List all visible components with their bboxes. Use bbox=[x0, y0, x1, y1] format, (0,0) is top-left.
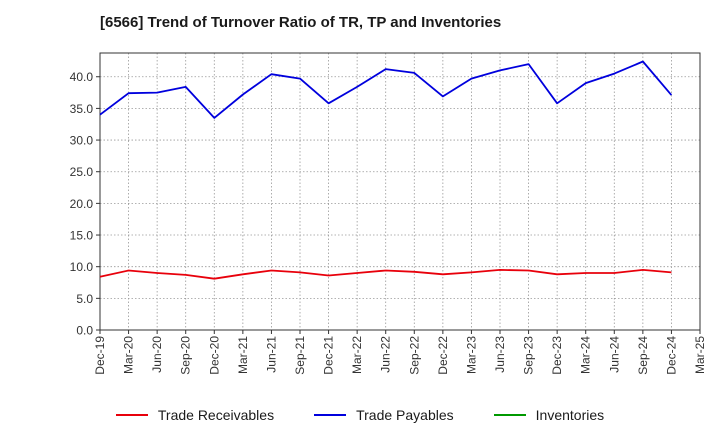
legend-item-trade-receivables: Trade Receivables bbox=[115, 407, 275, 423]
series-line-trade-payables bbox=[99, 60, 673, 119]
x-tick-label: Dec-24 bbox=[664, 336, 678, 375]
y-tick-label: 5.0 bbox=[76, 292, 93, 306]
legend-swatch-trade-payables bbox=[314, 414, 347, 416]
y-tick-label: 20.0 bbox=[70, 197, 94, 211]
y-tick-label: 30.0 bbox=[70, 134, 94, 148]
x-tick-label: Dec-22 bbox=[436, 336, 450, 375]
x-tick-label: Sep-21 bbox=[293, 336, 307, 375]
legend-label-inventories: Inventories bbox=[535, 407, 605, 423]
y-tick-label: 35.0 bbox=[70, 102, 94, 116]
x-tick-label: Jun-23 bbox=[493, 336, 507, 373]
x-tick-label: Sep-20 bbox=[179, 336, 193, 375]
x-tick-label: Jun-21 bbox=[264, 336, 278, 373]
legend-swatch-trade-receivables bbox=[115, 414, 148, 416]
x-tick-label: Jun-22 bbox=[379, 336, 393, 373]
x-tick-label: Mar-23 bbox=[464, 336, 478, 374]
series-layer bbox=[99, 60, 673, 280]
x-tick-label: Sep-24 bbox=[636, 336, 650, 375]
x-tick-label: Dec-20 bbox=[207, 336, 221, 375]
legend-item-trade-payables: Trade Payables bbox=[314, 407, 454, 423]
series-line-trade-receivables bbox=[99, 268, 672, 280]
x-tick-label: Sep-23 bbox=[522, 336, 536, 375]
y-tick-label: 40.0 bbox=[70, 70, 94, 84]
x-tick-label: Sep-22 bbox=[407, 336, 421, 375]
x-tick-label: Mar-25 bbox=[693, 336, 707, 374]
y-tick-label: 15.0 bbox=[70, 229, 94, 243]
x-tick-label: Dec-19 bbox=[93, 336, 107, 375]
grid-layer bbox=[99, 53, 701, 331]
y-tick-label: 0.0 bbox=[76, 324, 93, 338]
x-tick-label: Jun-24 bbox=[607, 336, 621, 373]
y-tick-label: 10.0 bbox=[70, 260, 94, 274]
axis-layer: 0.0 5.0 10.0 15.0 20.0 25.0 30.0 35.0 40.0 Dec-19… bbox=[70, 52, 707, 375]
x-tick-label: Dec-21 bbox=[322, 336, 336, 375]
x-tick-label: Mar-22 bbox=[350, 336, 364, 374]
x-tick-label: Mar-20 bbox=[122, 336, 136, 374]
legend-item-inventories: Inventories bbox=[493, 407, 605, 423]
x-tick-label: Mar-21 bbox=[236, 336, 250, 374]
x-tick-label: Jun-20 bbox=[150, 336, 164, 373]
legend-label-trade-receivables: Trade Receivables bbox=[157, 407, 275, 423]
y-tick-label: 25.0 bbox=[70, 165, 94, 179]
legend-swatch-inventories bbox=[493, 414, 526, 416]
plot-frame bbox=[99, 52, 701, 331]
chart-title: [6566] Trend of Turnover Ratio of TR, TP… bbox=[100, 14, 502, 31]
x-tick-label: Mar-24 bbox=[579, 336, 593, 374]
legend: Trade Receivables Trade Payables Invento… bbox=[0, 404, 720, 426]
x-tick-label: Dec-23 bbox=[550, 336, 564, 375]
legend-label-trade-payables: Trade Payables bbox=[356, 407, 454, 423]
